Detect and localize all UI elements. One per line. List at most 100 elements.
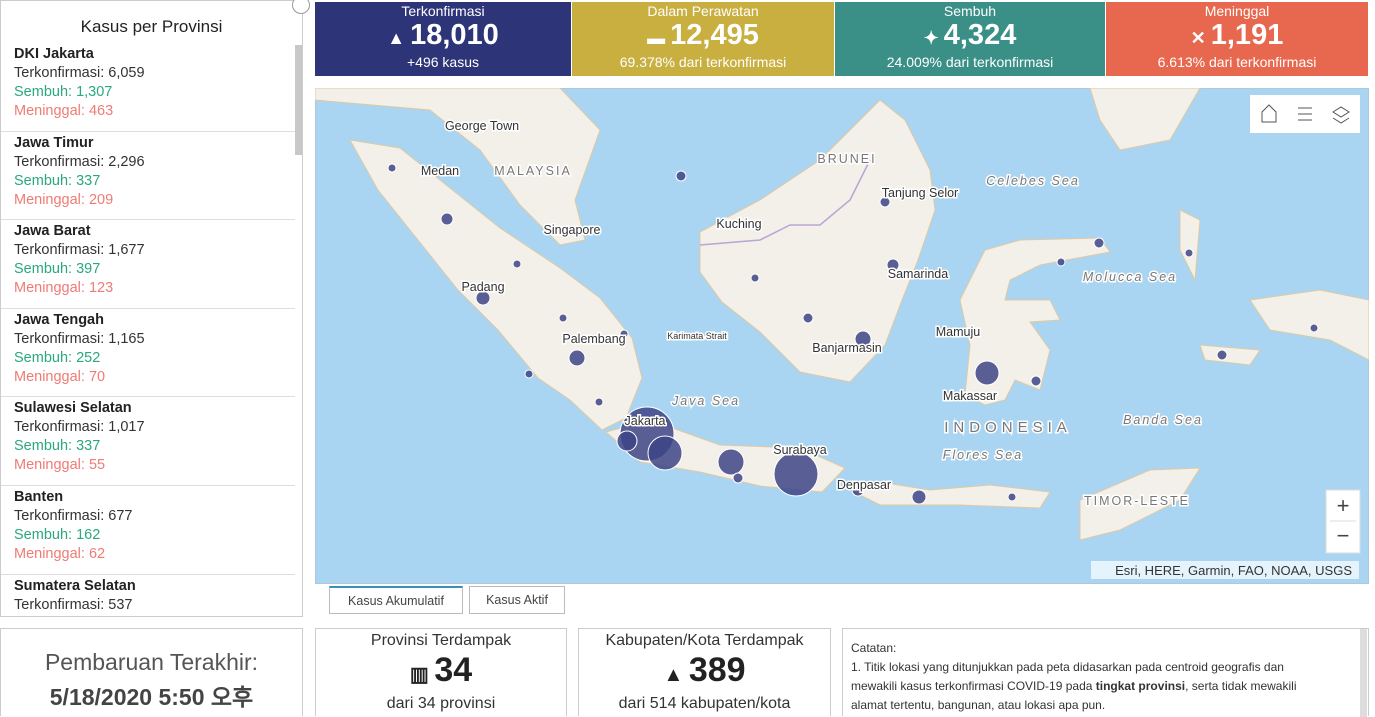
zoom-out[interactable]: − — [1337, 523, 1350, 548]
map-label: Padang — [461, 280, 504, 294]
map-label: Singapore — [544, 223, 601, 237]
notes-bold: tingkat provinsi — [1095, 679, 1186, 693]
map-label: Banjarmasin — [812, 341, 882, 355]
stat-confirmed: Terkonfirmasi ▲ 18,010 +496 kasus — [315, 2, 571, 76]
province-item[interactable]: Sulawesi Selatan Terkonfirmasi: 1,017 Semb… — [1, 397, 295, 486]
province-name: DKI Jakarta — [14, 46, 94, 62]
province-recovered: Sembuh: 252 — [14, 349, 101, 366]
update-label: Pembaruan Terakhir: — [44, 649, 259, 675]
map-label: George Town — [445, 119, 519, 133]
notes-box: Catatan: 1. Titik lokasi yang ditunjukka… — [842, 628, 1369, 717]
province-confirmed: Terkonfirmasi: 677 — [14, 508, 133, 524]
province-confirmed: Terkonfirmasi: 1,677 — [14, 242, 145, 259]
stat-value-text: 1,191 — [1210, 19, 1284, 51]
map-label: Surabaya — [773, 443, 827, 457]
box-value: ▲ 389 — [663, 651, 746, 689]
map-label: Karimata Strait — [667, 331, 727, 341]
province-deaths: Meninggal: 463 — [14, 103, 114, 119]
province-confirmed: Terkonfirmasi: 537 — [14, 596, 133, 613]
map-label: Palembang — [562, 332, 625, 346]
box-value-text: 389 — [688, 651, 746, 689]
list-title: Kasus per Provinsi — [80, 17, 223, 36]
province-deaths: Meninggal: 62 — [14, 546, 106, 562]
province-name: Sumatera Selatan — [14, 577, 136, 594]
map-label: Kuching — [716, 217, 761, 231]
map-label: INDONESIA — [944, 419, 1072, 436]
province-recovered: Sembuh: 397 — [14, 261, 101, 278]
notes-title: Catatan: — [851, 641, 897, 655]
expand-button[interactable] — [292, 0, 310, 14]
regencies-box: Kabupaten/Kota Terdampak ▲ 389 dari 514 … — [578, 628, 831, 716]
map-label: Denpasar — [837, 478, 891, 492]
province-name: Jawa Tengah — [14, 311, 104, 328]
tab[interactable]: Kasus Akumulatif — [329, 586, 463, 614]
update-box: Pembaruan Terakhir: 5/18/2020 5:50 오후 — [0, 628, 303, 716]
province-name: Jawa Barat — [14, 223, 91, 240]
province-deaths: Meninggal: 209 — [14, 191, 114, 208]
stat-sub: 69.378% dari terkonfirmasi — [619, 54, 787, 70]
notes-line: mewakili kasus terkonfirmasi COVID-19 pa… — [851, 677, 1368, 696]
province-name: Banten — [14, 489, 64, 505]
legend-button[interactable] — [1298, 107, 1312, 121]
layers-button[interactable] — [1332, 106, 1350, 124]
map-label: Makassar — [943, 389, 997, 403]
map-label: Samarinda — [888, 267, 948, 281]
map-label: Molucca Sea — [1083, 270, 1177, 284]
map-label: Java Sea — [671, 394, 740, 408]
stat-value-text: 4,324 — [943, 19, 1017, 51]
scrollbar[interactable] — [295, 45, 302, 155]
box-value: ▥ 34 — [409, 651, 473, 689]
case-bubbles[interactable] — [387, 163, 1319, 505]
attribution: Esri, HERE, Garmin, FAO, NOAA, USGS — [1115, 563, 1352, 578]
map-label: Mamuju — [936, 325, 981, 339]
scrollbar[interactable] — [1360, 629, 1367, 717]
map-label: Jakarta — [625, 414, 666, 428]
tab[interactable]: Kasus Aktif — [469, 586, 565, 614]
stat-value: ▲ 18,010 — [387, 19, 499, 51]
stat-sub: +496 kasus — [407, 54, 479, 70]
box-sub: dari 514 kabupaten/kota — [618, 695, 791, 712]
stat-sub: 6.613% dari terkonfirmasi — [1157, 54, 1317, 70]
province-item[interactable]: Sumatera Selatan Terkonfirmasi: 537 — [1, 575, 295, 616]
home-button[interactable] — [1261, 104, 1277, 123]
stat-recovered: Sembuh ✦ 4,324 24.009% dari terkonfirmas… — [835, 2, 1105, 76]
notes-text: mewakili kasus terkonfirmasi COVID-19 pa… — [851, 679, 1096, 693]
province-confirmed: Terkonfirmasi: 1,017 — [14, 419, 145, 436]
province-item[interactable]: Jawa Timur Terkonfirmasi: 2,296 Sembuh: 33… — [1, 132, 295, 221]
map-label: Medan — [421, 164, 459, 178]
box-value-text: 34 — [434, 651, 473, 689]
map-label: MALAYSIA — [494, 164, 572, 178]
map[interactable]: George Town Medan MALAYSIA BRUNEI Tanjung Se… — [315, 88, 1369, 584]
map-label: TIMOR-LESTE — [1084, 494, 1190, 508]
province-item[interactable]: DKI Jakarta Terkonfirmasi: 6,059 Sembuh: 1… — [1, 43, 295, 132]
province-item[interactable]: Jawa Tengah Terkonfirmasi: 1,165 Sembuh: 2… — [1, 309, 295, 398]
stat-value: ✕ 1,191 — [1190, 19, 1284, 51]
province-deaths: Meninggal: 123 — [14, 280, 114, 297]
map-label: Flores Sea — [943, 448, 1023, 462]
stat-value: ✦ 4,324 — [923, 19, 1017, 51]
province-list: Kasus per Provinsi DKI Jakarta Terkonfirm… — [0, 0, 303, 617]
province-name: Jawa Timur — [14, 134, 94, 151]
province-recovered: Sembuh: 162 — [14, 527, 101, 543]
province-recovered: Sembuh: 337 — [14, 438, 101, 455]
stat-value-text: 18,010 — [410, 19, 499, 51]
province-deaths: Meninggal: 55 — [14, 457, 106, 474]
provinces-box: Provinsi Terdampak ▥ 34 dari 34 provinsi — [315, 628, 567, 716]
map-label: Tanjung Selor — [882, 186, 958, 200]
notes-text: , serta tidak mewakili — [1185, 679, 1297, 693]
stat-label: Sembuh — [943, 3, 997, 19]
box-sub: dari 34 provinsi — [386, 695, 496, 712]
stat-treated: Dalam Perawatan ▬ 12,495 69.378% dari te… — [572, 2, 834, 76]
province-item[interactable]: Jawa Barat Terkonfirmasi: 1,677 Sembuh: 39… — [1, 220, 295, 309]
province-recovered: Sembuh: 337 — [14, 172, 101, 189]
stat-deaths: Meninggal ✕ 1,191 6.613% dari terkonfirm… — [1106, 2, 1368, 76]
stat-value-text: 12,495 — [670, 19, 759, 51]
province-item[interactable]: Banten Terkonfirmasi: 677 Sembuh: 162 Menin… — [1, 486, 295, 575]
stat-value: ▬ 12,495 — [647, 19, 759, 51]
notes-line: alamat tertentu, bangunan, atau lokasi a… — [851, 698, 1106, 712]
province-name: Sulawesi Selatan — [14, 400, 132, 417]
zoom-in[interactable]: + — [1337, 493, 1350, 518]
map-labels: George Town Medan MALAYSIA BRUNEI Tanjung Se… — [419, 118, 1202, 510]
box-title: Provinsi Terdampak — [370, 632, 512, 649]
